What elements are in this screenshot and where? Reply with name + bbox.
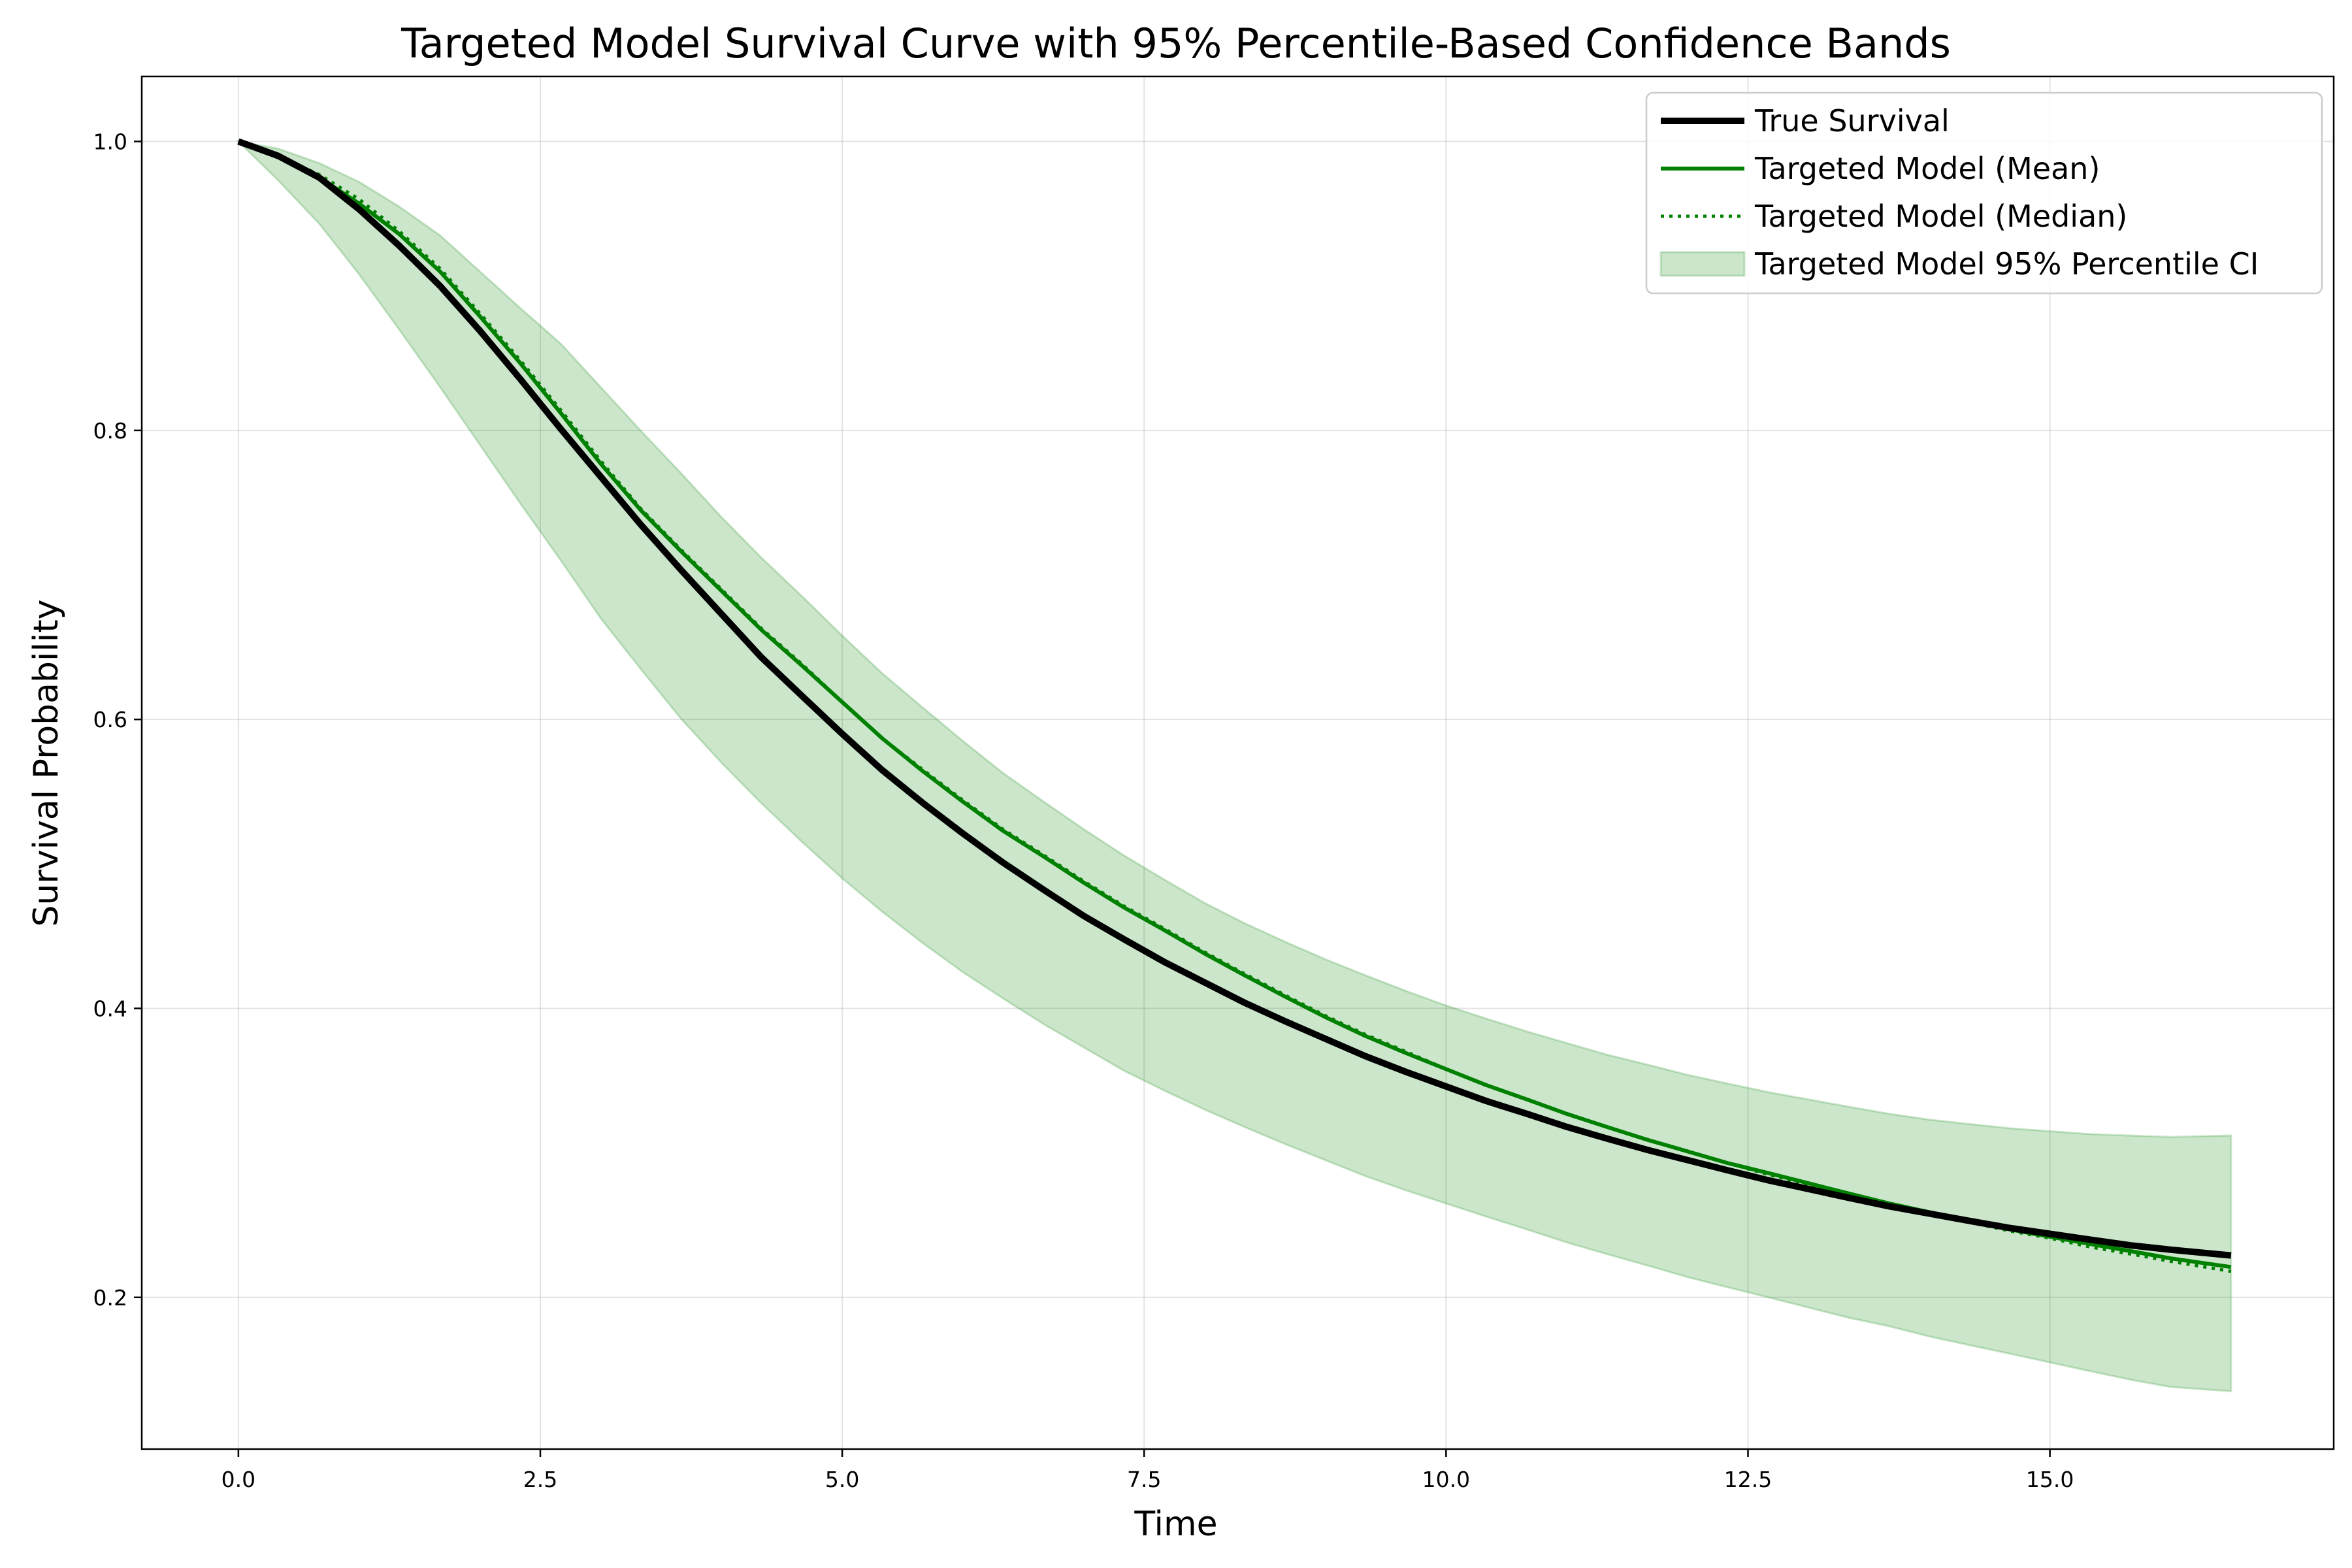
y-tick-label: 0.2 (93, 1285, 127, 1311)
y-axis-label: Survival Probability (27, 599, 66, 926)
legend-box (1645, 91, 2323, 295)
x-tick-label: 10.0 (1422, 1467, 1470, 1492)
x-axis-label: Time (1134, 1505, 1217, 1544)
legend-handle-ci-band (1659, 251, 1746, 277)
legend-label: Targeted Model (Mean) (1754, 151, 2100, 186)
x-tick-label: 2.5 (523, 1467, 557, 1492)
legend-label: Targeted Model (Median) (1754, 199, 2127, 234)
series-line-true-survival (237, 138, 2232, 1259)
y-tick-label: 0.6 (93, 707, 127, 732)
x-tick-label: 15.0 (2026, 1467, 2074, 1492)
plot-frame (140, 75, 2335, 1450)
y-tick-label: 1.0 (93, 129, 127, 155)
confidence-band (235, 140, 2232, 1393)
chart-title: Targeted Model Survival Curve with 95% P… (400, 20, 1951, 67)
plot-area: 0.0 2.5 5.0 7.5 10.0 12.5 15.0 0.2 0.4 0.6 0.8 1.0 (93, 75, 2335, 1492)
legend: True Survival Targeted Model (Mean) Target… (1645, 91, 2323, 295)
x-tick-label: 7.5 (1127, 1467, 1161, 1492)
x-tick-label: 12.5 (1724, 1467, 1772, 1492)
legend-label: True Survival (1754, 103, 1950, 139)
y-tick-label: 0.8 (93, 418, 127, 444)
legend-label: Targeted Model 95% Percentile CI (1754, 246, 2259, 282)
y-tick-label: 0.4 (93, 996, 127, 1021)
x-tick-label: 0.0 (221, 1467, 255, 1492)
x-tick-label: 5.0 (825, 1467, 859, 1492)
